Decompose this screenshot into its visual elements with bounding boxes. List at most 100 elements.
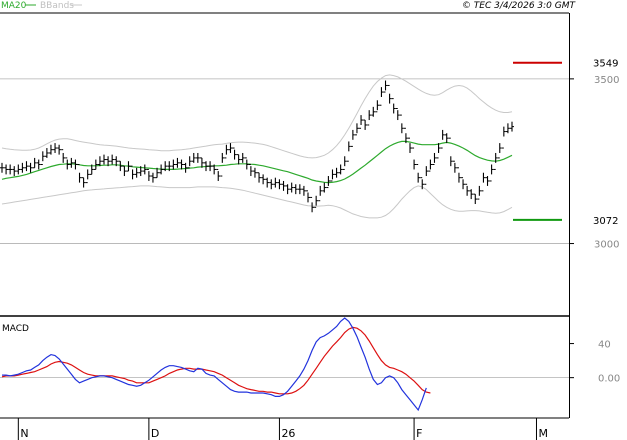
ohlc-bar bbox=[354, 123, 359, 136]
support-label: 3072 bbox=[593, 216, 618, 227]
ohlc-bar bbox=[85, 169, 90, 184]
ohlc-bar bbox=[448, 137, 453, 167]
chart-header: MA20 BBands © TEC 3/4/2026 3:0 GMT bbox=[1, 1, 576, 11]
ohlc-bar bbox=[322, 182, 327, 193]
ma20-legend-label: MA20 bbox=[1, 1, 27, 11]
ohlc-bar bbox=[118, 160, 123, 172]
ohlc-bar bbox=[412, 147, 417, 170]
bb-upper-line bbox=[1, 74, 513, 159]
ohlc-bar bbox=[469, 189, 474, 200]
ohlc-bar bbox=[497, 143, 502, 159]
macd-axis-ticks: 400.00 bbox=[569, 340, 620, 385]
ohlc-bar bbox=[269, 179, 274, 190]
x-tick-label: M bbox=[538, 427, 548, 440]
ohlc-bar bbox=[252, 167, 257, 178]
ohlc-bar bbox=[452, 160, 457, 173]
ohlc-bar bbox=[102, 154, 106, 165]
ohlc-bar bbox=[93, 159, 98, 170]
ohlc-bar bbox=[240, 152, 245, 163]
ohlc-bar bbox=[81, 177, 86, 188]
ohlc-bar bbox=[224, 144, 229, 159]
ohlc-bar bbox=[330, 169, 335, 182]
ohlc-bar bbox=[4, 164, 9, 175]
support-resistance-levels: 3549 3072 bbox=[513, 59, 618, 227]
ohlc-bar bbox=[301, 185, 306, 196]
ohlc-bar bbox=[277, 179, 282, 190]
ohlc-bar bbox=[359, 115, 364, 129]
ohlc-bar bbox=[110, 154, 115, 165]
ohlc-bar bbox=[408, 137, 412, 153]
x-tick-label: 26 bbox=[281, 427, 295, 440]
ohlc-bar bbox=[367, 110, 372, 126]
ohlc-bar bbox=[342, 156, 347, 170]
ohlc-bar bbox=[281, 180, 286, 191]
ohlc-bar bbox=[134, 167, 139, 178]
ohlc-bar bbox=[106, 156, 111, 167]
ohlc-bar bbox=[273, 177, 278, 188]
ohlc-bar bbox=[20, 162, 25, 173]
x-axis: ND26FMA bbox=[17, 418, 548, 440]
ohlc-bar bbox=[436, 143, 441, 159]
ohlc-bar bbox=[420, 177, 425, 190]
macd-signal-line bbox=[1, 326, 431, 395]
ohlc-bar bbox=[195, 152, 200, 163]
macd-panel-title: MACD bbox=[2, 324, 29, 334]
price-gridlines bbox=[0, 78, 569, 244]
ohlc-bar bbox=[146, 168, 151, 181]
ohlc-bar bbox=[306, 190, 310, 203]
ohlc-bar bbox=[371, 106, 376, 117]
ohlc-bar bbox=[310, 196, 315, 213]
ohlc-bar bbox=[297, 184, 302, 195]
ohlc-bar bbox=[97, 156, 102, 167]
ohlc-bar bbox=[61, 149, 66, 163]
ohlc-bar bbox=[114, 156, 119, 167]
ohlc-bar bbox=[501, 126, 506, 149]
ohlc-bar bbox=[48, 144, 53, 155]
ohlc-bar bbox=[257, 172, 262, 183]
ohlc-bar bbox=[191, 152, 196, 163]
ohlc-bar bbox=[155, 167, 160, 179]
ohlc-bar bbox=[167, 161, 172, 172]
ohlc-bar bbox=[391, 98, 396, 114]
ohlc-bar bbox=[212, 164, 217, 175]
ohlc-bar bbox=[175, 157, 180, 168]
ohlc-bar bbox=[326, 176, 331, 189]
price-tick-label: 3000 bbox=[594, 240, 619, 251]
macd-lines bbox=[1, 317, 431, 412]
ohlc-bar bbox=[163, 161, 168, 172]
resistance-label: 3549 bbox=[593, 59, 618, 70]
ohlc-bar bbox=[314, 195, 319, 208]
ohlc-bar bbox=[89, 164, 94, 175]
ohlc-bar bbox=[204, 161, 208, 172]
ohlc-bar bbox=[477, 185, 482, 200]
ohlc-bar bbox=[77, 164, 82, 183]
ohlc-bar bbox=[159, 164, 164, 175]
ohlc-bar bbox=[350, 129, 355, 147]
ohlc-bar bbox=[199, 157, 204, 168]
ohlc-bar bbox=[428, 159, 433, 172]
ohlc-bar bbox=[261, 174, 266, 185]
ohlc-bar bbox=[53, 143, 58, 153]
ohlc-bar bbox=[334, 167, 339, 178]
ohlc-bar bbox=[485, 176, 490, 186]
ohlc-bar bbox=[32, 157, 37, 169]
ohlc-bar bbox=[0, 162, 4, 173]
ohlc-bar bbox=[363, 119, 368, 130]
ohlc-bar bbox=[473, 193, 478, 205]
macd-tick-label: 0.00 bbox=[598, 374, 620, 385]
ohlc-bar bbox=[375, 100, 380, 113]
ohlc-bar bbox=[171, 159, 176, 170]
x-tick-label: F bbox=[416, 427, 422, 440]
ohlc-bar bbox=[69, 157, 74, 168]
ohlc-bar bbox=[126, 161, 131, 172]
ohlc-bar bbox=[399, 114, 404, 134]
ohlc-bar bbox=[289, 182, 294, 193]
bb-lower-line bbox=[1, 185, 513, 219]
ohlc-bar bbox=[440, 129, 445, 149]
ohlc-bar bbox=[346, 141, 351, 162]
ohlc-bar bbox=[383, 80, 388, 93]
ma20-line bbox=[1, 140, 513, 184]
ohlc-bar bbox=[318, 185, 323, 202]
ohlc-bar bbox=[465, 183, 470, 196]
